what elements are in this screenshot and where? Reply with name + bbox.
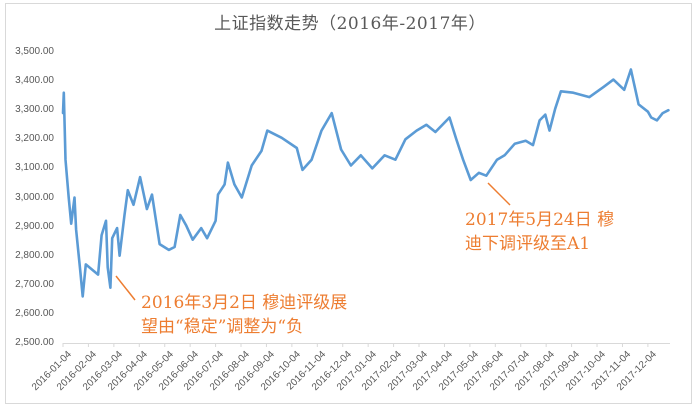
y-tick-label: 3,300.00 [15,104,54,116]
annotation-line: 2016年3月2日 穆迪评级展 [141,293,348,313]
annotation-2016-moodys-outlook: 2016年3月2日 穆迪评级展 望由“稳定”调整为“负 [141,291,347,339]
y-tick-label: 3,500.00 [15,46,54,57]
annotation-leader-line-2016 [115,275,136,301]
annotation-line: 望由“稳定”调整为“负 [141,317,304,337]
y-tick-label: 2,700.00 [15,278,54,290]
y-tick-label: 2,900.00 [15,220,54,232]
y-tick-label: 3,400.00 [15,75,54,87]
annotation-line: 2017年5月24日 穆 [465,210,615,230]
annotation-leader-line-2017 [487,182,511,206]
y-tick-label: 2,500.00 [15,337,54,348]
y-tick-label: 2,600.00 [15,307,54,319]
index-series-line [61,68,670,298]
y-tick-label: 3,000.00 [15,191,54,203]
y-tick-label: 3,100.00 [15,162,54,174]
chart-title: 上证指数走势（2016年-2017年） [214,14,486,34]
x-axis-ticks [62,343,649,347]
annotation-2017-moodys-downgrade: 2017年5月24日 穆 迪下调评级至A1 [465,208,614,256]
chart-frame [5,3,692,404]
annotation-line: 迪下调评级至A1 [465,234,591,254]
y-tick-label: 2,800.00 [15,249,54,261]
y-tick-label: 3,200.00 [15,133,54,145]
